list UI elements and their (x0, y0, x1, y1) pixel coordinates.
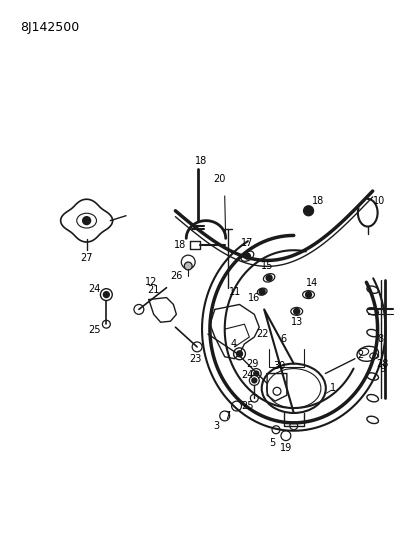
Text: 7: 7 (224, 411, 231, 421)
Ellipse shape (264, 273, 275, 282)
Circle shape (244, 253, 251, 259)
Circle shape (220, 411, 230, 421)
Circle shape (192, 342, 202, 352)
Text: 24: 24 (88, 284, 101, 294)
Circle shape (83, 217, 91, 224)
Ellipse shape (77, 213, 96, 228)
Text: 2: 2 (358, 350, 364, 360)
Circle shape (259, 289, 265, 295)
Text: 9: 9 (379, 364, 386, 374)
Text: 22: 22 (256, 329, 268, 339)
Text: 8: 8 (377, 334, 384, 344)
Ellipse shape (257, 288, 267, 295)
Text: 21: 21 (148, 285, 160, 295)
Circle shape (232, 401, 242, 411)
Ellipse shape (367, 329, 379, 337)
Circle shape (254, 371, 259, 376)
Text: 20: 20 (214, 174, 226, 184)
Text: 23: 23 (189, 354, 201, 364)
Circle shape (281, 431, 291, 441)
Ellipse shape (357, 346, 379, 361)
Circle shape (252, 378, 257, 383)
Text: 15: 15 (261, 261, 273, 271)
Circle shape (237, 351, 242, 357)
Text: 10: 10 (373, 196, 386, 206)
Ellipse shape (359, 349, 369, 356)
Text: 26: 26 (170, 271, 182, 281)
Ellipse shape (267, 369, 321, 408)
Text: 8J142500: 8J142500 (20, 21, 80, 35)
Ellipse shape (367, 394, 379, 402)
Text: 25: 25 (88, 325, 101, 335)
Text: 18: 18 (312, 196, 324, 206)
Circle shape (251, 394, 258, 402)
Text: 3: 3 (214, 421, 220, 431)
Circle shape (251, 369, 261, 378)
Ellipse shape (262, 364, 326, 413)
Ellipse shape (367, 351, 379, 359)
Text: 28: 28 (376, 359, 389, 369)
Circle shape (272, 426, 280, 434)
Text: 27: 27 (80, 253, 93, 263)
Text: 29: 29 (246, 359, 259, 369)
Ellipse shape (367, 308, 379, 315)
Circle shape (134, 304, 144, 314)
Ellipse shape (367, 373, 379, 380)
Ellipse shape (291, 308, 303, 316)
Circle shape (234, 348, 246, 360)
Circle shape (304, 206, 313, 216)
Circle shape (273, 387, 281, 395)
Ellipse shape (370, 353, 377, 359)
Circle shape (290, 422, 298, 430)
Text: 1: 1 (330, 383, 336, 393)
Circle shape (306, 292, 312, 297)
Ellipse shape (367, 416, 379, 424)
Text: 30: 30 (273, 361, 285, 370)
Ellipse shape (303, 290, 315, 298)
Ellipse shape (367, 286, 379, 293)
Ellipse shape (241, 251, 254, 261)
Text: 13: 13 (290, 317, 303, 327)
Circle shape (294, 309, 300, 314)
Text: 16: 16 (248, 293, 260, 303)
Circle shape (103, 292, 109, 297)
Circle shape (184, 262, 192, 270)
Text: 11: 11 (229, 287, 242, 297)
Circle shape (100, 289, 112, 301)
Text: 17: 17 (241, 238, 254, 248)
Text: 19: 19 (280, 442, 292, 453)
Circle shape (266, 275, 272, 281)
Text: 14: 14 (306, 278, 319, 288)
Text: 12: 12 (144, 277, 157, 287)
Text: 24: 24 (241, 370, 254, 381)
Circle shape (181, 255, 195, 269)
Circle shape (102, 320, 110, 328)
Text: 18: 18 (174, 240, 186, 251)
Text: 4: 4 (231, 339, 237, 349)
Circle shape (249, 375, 259, 385)
Text: 5: 5 (269, 438, 275, 448)
Text: 18: 18 (195, 157, 207, 166)
Text: 25: 25 (241, 401, 254, 411)
Text: 6: 6 (281, 334, 287, 344)
